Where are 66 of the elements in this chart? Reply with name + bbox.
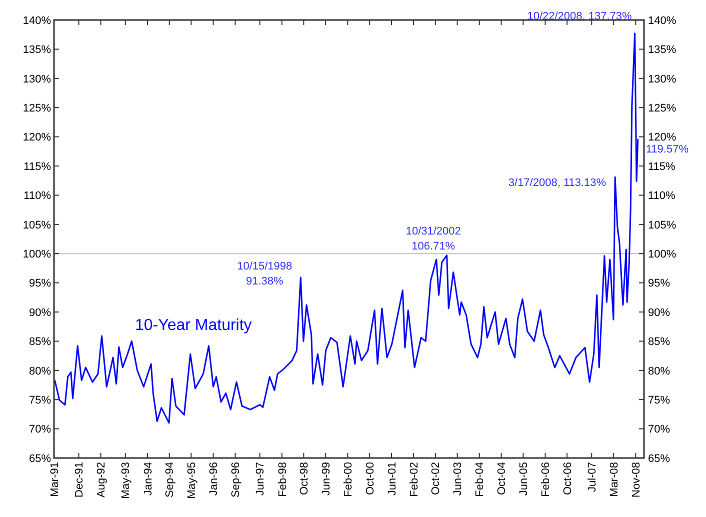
y2-tick-label: 105% [648,219,676,232]
x-tick-label: Feb-06 [540,462,552,497]
x-tick-label: Oct-00 [364,462,376,496]
x-tick-label: Sep-96 [230,462,242,498]
x-tick-label: Oct-02 [430,462,442,496]
series-label: 10-Year Maturity [135,317,252,334]
y-tick-label: 80% [28,365,52,378]
annotation: 10/31/2002 106.71% [406,226,461,253]
y2-tick-label: 110% [648,190,676,202]
x-tick-label: Sep-94 [164,462,176,498]
x-tick-label: Mar-91 [48,462,61,497]
y-tick-label: 90% [28,306,52,319]
y-tick-label: 135% [22,44,52,56]
y2-tick-label: 140% [648,14,676,27]
x-tick-label: Jun-97 [254,462,267,496]
y2-tick-label: 100% [648,248,676,260]
y-tick-label: 105% [22,219,52,232]
x-tick-label: Feb-04 [474,462,486,497]
y-tick-label: 75% [28,394,52,406]
y-tick-label: 85% [28,336,52,348]
x-tick-label: Oct-04 [496,462,508,496]
x-tick-label: May-93 [120,462,132,499]
y2-tick-label: 115% [648,160,676,173]
x-tick-label: Feb-98 [276,462,289,497]
y2-tick-label: 70% [648,424,670,436]
y-tick-label: 115% [24,160,52,173]
y2-tick-label: 90% [648,306,670,319]
y2-tick-label: 80% [648,365,670,378]
x-tick-label: Jun-01 [386,462,398,496]
x-tick-label: Jun-99 [320,462,332,496]
x-tick-label: Jun-05 [518,462,530,496]
y-tick-label: 110% [24,190,52,202]
y2-tick-label: 75% [648,394,670,406]
y-tick-label: 120% [22,132,52,144]
x-tick-label: Jan-94 [142,462,154,496]
x-tick-label: Oct-98 [298,462,311,496]
y2-tick-label: 65% [648,452,670,465]
x-tick-label: Oct-06 [562,462,574,496]
x-tick-label: Jul-07 [586,462,598,492]
line-series [54,32,639,424]
y2-tick-label: 95% [648,278,670,290]
y2-tick-label: 120% [648,132,676,144]
y-tick-label: 65% [28,452,52,465]
annotation: 3/17/2008, 113.13% [508,176,606,189]
y2-tick-label: 130% [648,73,676,86]
annotation: 10/22/2008, 137.73% [527,10,632,22]
y-tick-label: 130% [22,73,52,86]
x-tick-label: Aug-92 [96,462,108,498]
x-tick-label: Dec-91 [74,462,86,498]
x-tick-label: Nov-08 [630,462,643,498]
x-tick-label: Feb-02 [408,462,420,497]
y-tick-label: 70% [28,424,52,436]
annotation: 10/15/1998 91.38% [237,260,292,288]
x-tick-label: Mar-08 [608,462,620,497]
annotation: 119.57% [646,143,689,156]
y-tick-label: 100% [22,248,52,260]
y-tick-label: 125% [22,102,52,114]
y-tick-label: 140% [22,14,52,27]
x-tick-label: Feb-00 [342,462,355,497]
x-tick-label: Jun-03 [452,462,464,496]
y-tick-label: 95% [28,278,52,290]
y2-tick-label: 85% [648,336,670,348]
x-tick-label: May-95 [186,462,198,499]
y2-tick-label: 125% [648,102,676,114]
x-tick-label: Jan-96 [208,462,220,496]
y2-tick-label: 135% [648,44,676,56]
